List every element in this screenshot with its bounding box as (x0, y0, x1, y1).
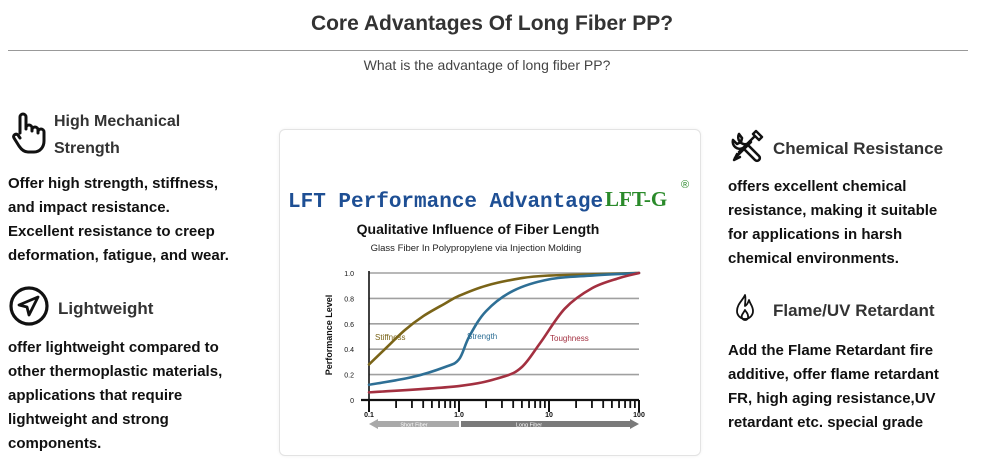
feature-flame-title: Flame/UV Retardant (773, 301, 935, 320)
feature-mechanical-body: Offer high strength, stiffness, and impa… (8, 172, 268, 268)
feature-mechanical-line: Excellent resistance to creep (8, 223, 215, 240)
fiber-length-chart: LFT Performance Advantage LFT-G ® Qualit… (288, 179, 689, 429)
y-axis-label: Performance Level (324, 295, 334, 376)
chart-subtitle: Glass Fiber In Polypropylene via Injecti… (371, 243, 582, 254)
feature-lightweight-body: offer lightweight compared to other ther… (8, 336, 268, 456)
hand-pointer-icon (8, 111, 48, 160)
lft-performance-graphic: LFT Performance Advantage LFT-G ® Qualit… (279, 129, 701, 456)
registered-mark: ® (681, 179, 689, 191)
y-tick-label: 0 (350, 398, 354, 405)
feature-chemical-title: Chemical Resistance (773, 139, 944, 158)
feature-chemical-line: resistance, making it suitable (728, 202, 938, 219)
feature-mechanical-title-line1: High Mechanical (54, 113, 181, 130)
short-fiber-arrow (369, 419, 459, 429)
y-tick-label: 0.4 (344, 347, 354, 354)
feature-lightweight-line: lightweight and strong (8, 411, 169, 428)
feature-flame-line: FR, high aging resistance,UV (728, 390, 936, 407)
page-subtitle: What is the advantage of long fiber PP? (363, 57, 611, 73)
y-tick-label: 0.2 (344, 373, 354, 380)
feature-chemical-line: for applications in harsh (728, 226, 903, 243)
y-tick-label: 1.0 (344, 271, 354, 278)
page-title: Core Advantages Of Long Fiber PP? (310, 12, 674, 35)
feature-mechanical-line: and impact resistance. (8, 199, 170, 216)
feature-lightweight-line: applications that require (8, 387, 183, 404)
x-tick-label: 10 (545, 412, 553, 419)
tools-wrench-screwdriver-icon (729, 128, 765, 169)
series-label: Stiffness (375, 333, 406, 342)
feature-chemical-header: Chemical Resistance (729, 128, 943, 169)
feature-flame-header: Flame/UV Retardant (734, 293, 935, 328)
y-tick-label: 0.6 (344, 322, 354, 329)
feature-flame-body: Add the Flame Retardant fire additive, o… (728, 339, 978, 435)
x-tick-label: 100 (633, 412, 645, 419)
feature-mechanical-line: deformation, fatigue, and wear. (8, 247, 229, 264)
feature-lightweight-title: Lightweight (58, 299, 154, 318)
feature-flame-line: additive, offer flame retardant (728, 366, 939, 383)
long-fiber-arrow (461, 419, 639, 429)
long-fiber-label: Long Fiber (516, 423, 542, 429)
series-line (367, 271, 641, 387)
short-fiber-label: Short Fiber (400, 423, 427, 429)
feature-lightweight-header: Lightweight (8, 285, 153, 332)
feature-mechanical-title-line2: Strength (54, 140, 120, 157)
feature-chemical-line: chemical environments. (728, 250, 899, 267)
title-divider (8, 50, 968, 51)
series-label: Strength (467, 332, 497, 341)
feature-flame-line: Add the Flame Retardant fire (728, 342, 934, 359)
series-line (367, 271, 641, 394)
flame-icon (734, 293, 756, 328)
navigation-arrow-icon (8, 285, 50, 332)
feature-lightweight-line: components. (8, 435, 102, 452)
series-label: Toughness (550, 334, 589, 343)
brand-title: LFT Performance Advantage (288, 191, 603, 214)
chart-title: Qualitative Influence of Fiber Length (357, 221, 600, 237)
feature-chemical-line: offers excellent chemical (728, 178, 907, 195)
feature-lightweight-line: other thermoplastic materials, (8, 363, 223, 380)
feature-mechanical-header: High Mechanical Strength (8, 108, 180, 162)
x-tick-label: 0.1 (364, 412, 374, 419)
feature-lightweight-line: offer lightweight compared to (8, 339, 219, 356)
y-tick-label: 0.8 (344, 296, 354, 303)
feature-flame-line: retardant etc. special grade (728, 414, 924, 431)
feature-chemical-body: offers excellent chemical resistance, ma… (728, 175, 978, 271)
x-tick-label: 1.0 (454, 412, 464, 419)
series-line (367, 271, 641, 366)
feature-mechanical-line: Offer high strength, stiffness, (8, 175, 219, 192)
lft-g-logo: LFT-G (605, 187, 667, 211)
